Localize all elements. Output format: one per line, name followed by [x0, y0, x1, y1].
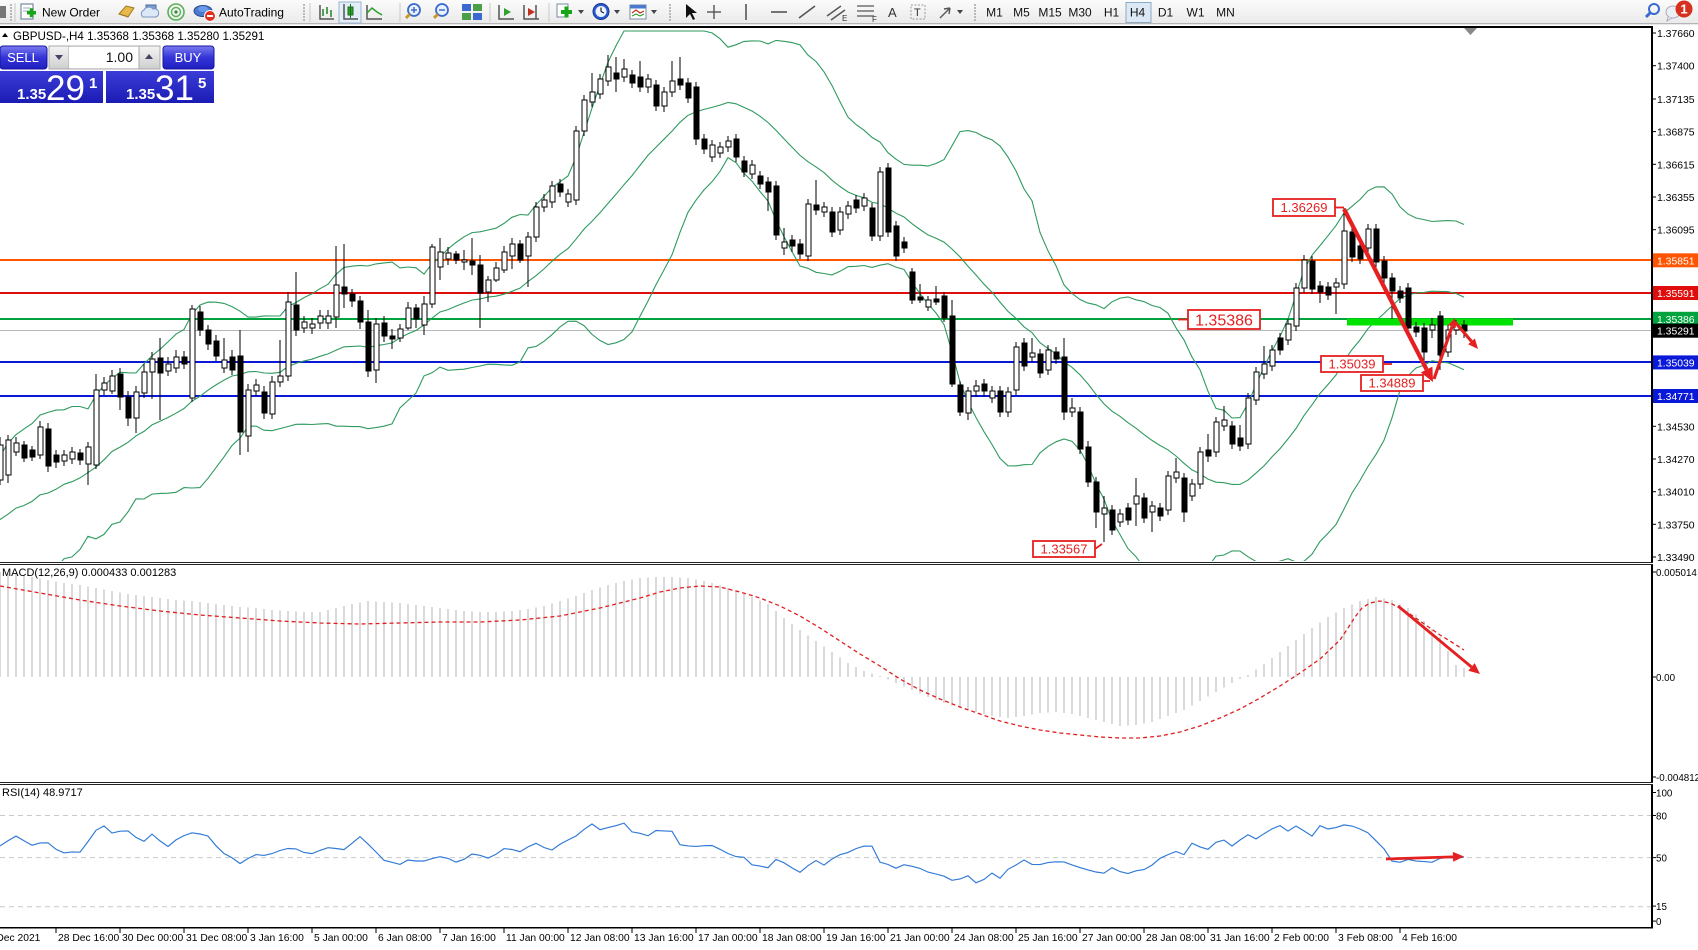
- svg-text:E: E: [842, 14, 847, 23]
- svg-text:1.33750: 1.33750: [1657, 520, 1695, 531]
- svg-text:1.33567: 1.33567: [1041, 542, 1088, 557]
- svg-text:W1: W1: [1187, 6, 1205, 20]
- svg-text:31 Dec 08:00: 31 Dec 08:00: [186, 933, 248, 944]
- svg-text:1.37135: 1.37135: [1657, 95, 1695, 106]
- svg-text:18 Jan 08:00: 18 Jan 08:00: [762, 933, 822, 944]
- svg-text:1.00: 1.00: [106, 49, 133, 65]
- svg-text:3 Jan 16:00: 3 Jan 16:00: [250, 933, 304, 944]
- svg-text:H4: H4: [1130, 6, 1146, 20]
- svg-text:1.34889: 1.34889: [1369, 376, 1416, 391]
- svg-text:1.35039: 1.35039: [1657, 358, 1695, 369]
- svg-text:2 Feb 00:00: 2 Feb 00:00: [1274, 933, 1329, 944]
- svg-text:BUY: BUY: [175, 50, 202, 65]
- svg-text:A: A: [888, 5, 897, 20]
- svg-text:31: 31: [155, 69, 194, 108]
- svg-text:13 Jan 16:00: 13 Jan 16:00: [634, 933, 694, 944]
- svg-text:1.37660: 1.37660: [1657, 29, 1695, 40]
- svg-text:1.35851: 1.35851: [1657, 256, 1695, 267]
- svg-text:1.35591: 1.35591: [1657, 289, 1695, 300]
- svg-text:0: 0: [1656, 917, 1662, 928]
- svg-text:GBPUSD-,H4 1.35368 1.35368 1.: GBPUSD-,H4 1.35368 1.35368 1.35280 1.352…: [13, 30, 264, 43]
- svg-text:1.35039: 1.35039: [1329, 357, 1376, 372]
- svg-text:D1: D1: [1158, 6, 1174, 20]
- svg-text:1.36269: 1.36269: [1281, 200, 1328, 215]
- svg-text:21 Jan 00:00: 21 Jan 00:00: [890, 933, 950, 944]
- svg-text:31 Jan 16:00: 31 Jan 16:00: [1210, 933, 1270, 944]
- svg-text:F: F: [872, 15, 877, 24]
- svg-text:1.34771: 1.34771: [1657, 392, 1695, 403]
- svg-text:28 Dec 16:00: 28 Dec 16:00: [58, 933, 120, 944]
- svg-text:1.36875: 1.36875: [1657, 128, 1695, 139]
- svg-text:24 Jan 08:00: 24 Jan 08:00: [954, 933, 1014, 944]
- svg-text:25 Jan 16:00: 25 Jan 16:00: [1018, 933, 1078, 944]
- svg-text:100: 100: [1656, 789, 1673, 800]
- svg-text:28 Jan 08:00: 28 Jan 08:00: [1146, 933, 1206, 944]
- svg-text:1: 1: [1680, 2, 1687, 17]
- svg-text:19 Jan 16:00: 19 Jan 16:00: [826, 933, 886, 944]
- svg-text:11 Jan 00:00: 11 Jan 00:00: [506, 933, 565, 944]
- svg-text:M30: M30: [1068, 6, 1092, 20]
- svg-text:1.36615: 1.36615: [1657, 160, 1695, 171]
- svg-text:H1: H1: [1104, 6, 1120, 20]
- svg-text:80: 80: [1656, 812, 1667, 823]
- svg-text:27 Jan 00:00: 27 Jan 00:00: [1082, 933, 1142, 944]
- svg-text:17 Jan 00:00: 17 Jan 00:00: [698, 933, 758, 944]
- svg-text:M15: M15: [1038, 6, 1062, 20]
- svg-text:RSI(14) 48.9717: RSI(14) 48.9717: [2, 787, 83, 799]
- svg-text:1.36095: 1.36095: [1657, 226, 1695, 237]
- svg-text:15: 15: [1656, 902, 1667, 913]
- svg-text:1.35: 1.35: [17, 86, 46, 103]
- svg-text:7 Jan 16:00: 7 Jan 16:00: [442, 933, 496, 944]
- svg-text:5 Jan 00:00: 5 Jan 00:00: [314, 933, 368, 944]
- svg-text:1.33490: 1.33490: [1657, 553, 1695, 564]
- svg-text:27 Dec 2021: 27 Dec 2021: [0, 933, 41, 944]
- svg-text:1.35386: 1.35386: [1195, 312, 1253, 329]
- svg-text:29: 29: [46, 69, 85, 108]
- svg-text:1.34270: 1.34270: [1657, 455, 1695, 466]
- svg-text:0.00: 0.00: [1656, 673, 1676, 684]
- svg-text:1: 1: [89, 75, 97, 92]
- svg-text:New Order: New Order: [42, 6, 100, 20]
- svg-text:M5: M5: [1013, 6, 1030, 20]
- svg-text:1.34530: 1.34530: [1657, 422, 1695, 433]
- svg-text:4 Feb 16:00: 4 Feb 16:00: [1402, 933, 1457, 944]
- svg-text:5: 5: [198, 75, 206, 92]
- svg-text:AutoTrading: AutoTrading: [219, 6, 284, 20]
- svg-text:1.35: 1.35: [126, 86, 155, 103]
- svg-text:50: 50: [1656, 854, 1667, 865]
- svg-text:30 Dec 00:00: 30 Dec 00:00: [122, 933, 184, 944]
- svg-text:T: T: [914, 7, 921, 19]
- svg-text:1.35291: 1.35291: [1657, 327, 1695, 338]
- svg-text:-0.004812: -0.004812: [1656, 773, 1698, 784]
- svg-text:12 Jan 08:00: 12 Jan 08:00: [570, 933, 630, 944]
- svg-text:M1: M1: [986, 6, 1003, 20]
- svg-text:1.34010: 1.34010: [1657, 488, 1695, 499]
- svg-text:MN: MN: [1216, 6, 1235, 20]
- svg-text:MACD(12,26,9) 0.000433 0.00128: MACD(12,26,9) 0.000433 0.001283: [2, 567, 176, 579]
- svg-text:1.35386: 1.35386: [1657, 315, 1695, 326]
- svg-text:SELL: SELL: [7, 50, 39, 65]
- svg-text:3 Feb 08:00: 3 Feb 08:00: [1338, 933, 1393, 944]
- svg-text:1.36355: 1.36355: [1657, 193, 1695, 204]
- svg-text:1.37400: 1.37400: [1657, 62, 1695, 73]
- svg-text:6 Jan 08:00: 6 Jan 08:00: [378, 933, 432, 944]
- svg-text:0.005014: 0.005014: [1656, 568, 1697, 579]
